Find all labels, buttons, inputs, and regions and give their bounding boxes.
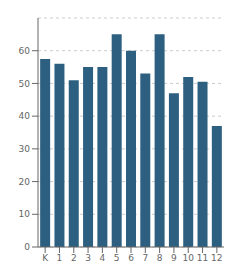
svg-text:10: 10 [183, 253, 195, 263]
svg-text:3: 3 [85, 253, 91, 263]
svg-text:7: 7 [142, 253, 148, 263]
svg-text:8: 8 [157, 253, 163, 263]
svg-text:K: K [42, 253, 49, 263]
svg-text:11: 11 [197, 253, 208, 263]
svg-text:2: 2 [71, 253, 77, 263]
svg-text:1: 1 [57, 253, 63, 263]
svg-text:6: 6 [128, 253, 134, 263]
svg-text:4: 4 [100, 253, 106, 263]
svg-text:20: 20 [19, 177, 31, 187]
svg-text:40: 40 [19, 111, 31, 121]
svg-text:0: 0 [24, 242, 30, 252]
svg-text:30: 30 [19, 144, 31, 154]
svg-text:12: 12 [211, 253, 222, 263]
svg-text:50: 50 [19, 79, 31, 89]
svg-text:9: 9 [171, 253, 177, 263]
svg-text:60: 60 [19, 46, 31, 56]
svg-text:10: 10 [19, 209, 31, 219]
svg-text:5: 5 [114, 253, 120, 263]
